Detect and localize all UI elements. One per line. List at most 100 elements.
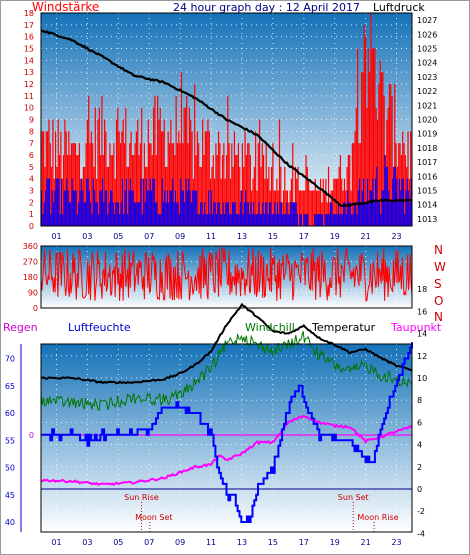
humidity-axis-title: Luftfeuchte <box>68 321 131 334</box>
panel1-x-tick-label: 15 <box>268 232 278 241</box>
pressure-tick-label: 1020 <box>417 116 437 125</box>
compass-label: W <box>434 260 446 274</box>
wind-tick-label: 7 <box>29 139 34 148</box>
compass-label: O <box>434 294 443 308</box>
pressure-tick-label: 1015 <box>417 187 437 196</box>
panel3-x-tick-label: 23 <box>391 538 401 547</box>
pressure-tick-label: 1018 <box>417 144 437 153</box>
temperature-tick-label: 14 <box>417 330 427 339</box>
temperature-tick-label: -2 <box>417 507 425 516</box>
temperature-line <box>40 302 413 385</box>
moon-set-label: Moon Set <box>135 513 172 522</box>
panel1-x-tick-label: 21 <box>361 232 371 241</box>
wind-tick-label: 1 <box>29 210 34 219</box>
wind-tick-label: 10 <box>24 104 34 113</box>
moon-rise-label: Moon Rise <box>357 513 398 522</box>
wind-tick-label: 18 <box>24 9 34 18</box>
pressure-tick-label: 1021 <box>417 101 437 110</box>
wind-tick-label: 4 <box>29 175 34 184</box>
panel3-x-tick-label: 05 <box>113 538 123 547</box>
panel3-plot-area <box>41 344 412 532</box>
chart-title: 24 hour graph day : 12 April 2017 <box>173 1 360 14</box>
sun-rise-label: Sun Rise <box>124 493 159 502</box>
panel1-frame <box>40 12 413 227</box>
direction-tick-label: 90 <box>28 289 38 298</box>
panel3-x-tick-label: 07 <box>144 538 154 547</box>
temperature-tick-label: 4 <box>417 441 422 450</box>
humidity-tick-label: 60 <box>5 409 15 418</box>
sun-set-label: Sun Set <box>338 493 369 502</box>
temperature-tick-label: 6 <box>417 418 422 427</box>
compass-label: N <box>434 310 443 324</box>
rain-axis-title: Regen <box>3 321 38 334</box>
pressure-tick-label: 1022 <box>417 87 437 96</box>
wind-tick-label: 6 <box>29 151 34 160</box>
humidity-tick-label: 65 <box>5 382 15 391</box>
direction-tick-label: 270 <box>23 258 38 267</box>
panel1-x-tick-label: 03 <box>82 232 92 241</box>
humidity-line <box>41 342 413 523</box>
panel1-x-tick-label: 07 <box>144 232 154 241</box>
wind-tick-label: 17 <box>24 21 34 30</box>
temperature-tick-label: 18 <box>417 285 427 294</box>
humidity-tick-label: 40 <box>5 518 15 527</box>
temperature-tick-label: -4 <box>417 529 425 538</box>
panel3-x-tick-label: 11 <box>206 538 216 547</box>
humidity-tick-label: 70 <box>5 355 15 364</box>
temperature-tick-label: 12 <box>417 352 427 361</box>
compass-label: S <box>434 277 442 291</box>
temperature-tick-label: 2 <box>417 463 422 472</box>
wind-direction-line <box>40 246 413 302</box>
wind-tick-label: 3 <box>29 187 34 196</box>
pressure-tick-label: 1014 <box>417 201 437 210</box>
panel1-x-tick-label: 11 <box>206 232 216 241</box>
wind-tick-label: 13 <box>24 68 34 77</box>
wind-axis-title: Windstärke <box>32 1 99 14</box>
wind-tick-label: 14 <box>24 56 34 65</box>
pressure-tick-label: 1026 <box>417 30 437 39</box>
panel3-x-tick-label: 15 <box>268 538 278 547</box>
panel3-x-tick-label: 19 <box>330 538 340 547</box>
pressure-axis-title: Luftdruck <box>373 1 425 14</box>
legend-temperature: Temperatur <box>311 321 376 334</box>
direction-tick-label: 0 <box>33 304 38 313</box>
humidity-tick-label: 45 <box>5 491 15 500</box>
panel3-x-tick-label: 21 <box>361 538 371 547</box>
panel1-x-tick-label: 13 <box>237 232 247 241</box>
panel1-x-tick-label: 01 <box>51 232 61 241</box>
legend-dewpoint: Taupunkt <box>390 321 442 334</box>
humidity-tick-label: 50 <box>5 464 15 473</box>
panel1-x-tick-label: 23 <box>391 232 401 241</box>
temperature-tick-label: 16 <box>417 307 427 316</box>
panel1-x-tick-label: 09 <box>175 232 185 241</box>
wind-tick-label: 2 <box>29 198 34 207</box>
humidity-tick-label: 55 <box>5 436 15 445</box>
panel3-x-tick-label: 13 <box>237 538 247 547</box>
wind-tick-label: 5 <box>29 163 34 172</box>
rain-tick-label: 0 <box>29 431 34 440</box>
panel1-x-tick-label: 05 <box>113 232 123 241</box>
panel1-x-tick-label: 19 <box>330 232 340 241</box>
pressure-tick-label: 1017 <box>417 158 437 167</box>
wind-tick-label: 9 <box>29 116 34 125</box>
pressure-tick-label: 1016 <box>417 172 437 181</box>
temperature-tick-label: 10 <box>417 374 427 383</box>
wind-tick-label: 15 <box>24 45 34 54</box>
dewpoint-line <box>40 414 413 487</box>
pressure-tick-label: 1027 <box>417 16 437 25</box>
pressure-tick-label: 1013 <box>417 215 437 224</box>
pressure-tick-label: 1024 <box>417 59 437 68</box>
panel3-x-tick-label: 01 <box>51 538 61 547</box>
compass-label: N <box>434 243 443 257</box>
panel2-frame <box>40 245 413 309</box>
wind-tick-label: 8 <box>29 127 34 136</box>
panel3-x-tick-label: 03 <box>82 538 92 547</box>
wind-tick-label: 12 <box>24 80 34 89</box>
legend-windchill: Windchill <box>245 321 295 334</box>
panel3-frame <box>40 343 413 533</box>
pressure-tick-label: 1025 <box>417 45 437 54</box>
temperature-tick-label: 8 <box>417 396 422 405</box>
wind-tick-label: 0 <box>29 222 34 231</box>
